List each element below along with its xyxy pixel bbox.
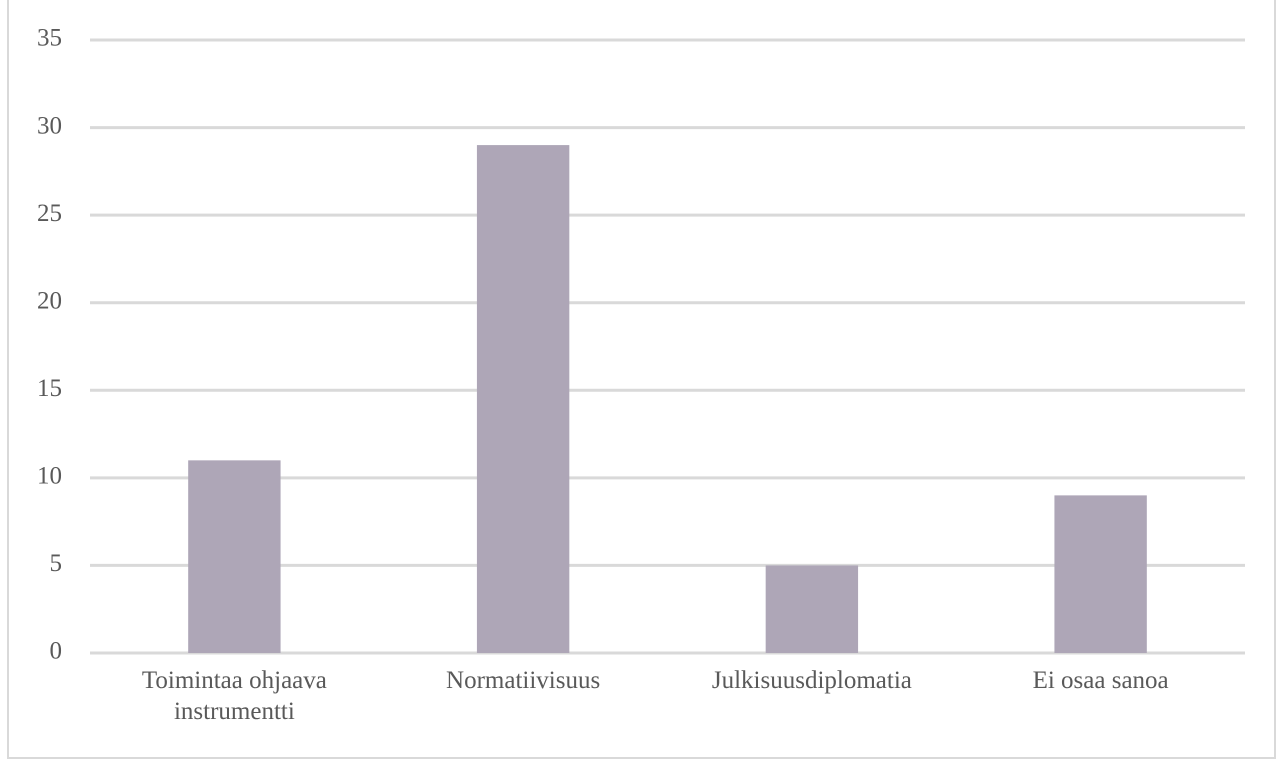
y-tick-label: 5 [50,550,63,577]
bar [765,565,859,653]
x-tick-label: Toimintaa ohjaava instrumentti [141,667,327,725]
x-tick-label: Julkisuusdiplomatia [711,667,912,694]
x-tick-label: Normatiivisuus [446,667,601,694]
bar [188,460,281,653]
y-tick-label: 25 [37,200,62,227]
y-tick-label: 15 [37,375,62,402]
y-tick-label: 0 [50,638,63,665]
y-tick-label: 20 [37,287,62,314]
y-tick-label: 30 [37,112,62,139]
y-tick-label: 10 [37,463,62,490]
x-tick-label: Ei osaa sanoa [1032,667,1169,694]
y-tick-label: 35 [37,25,62,52]
chart-border [7,0,1276,759]
bar [1054,495,1147,653]
bar [476,145,570,654]
